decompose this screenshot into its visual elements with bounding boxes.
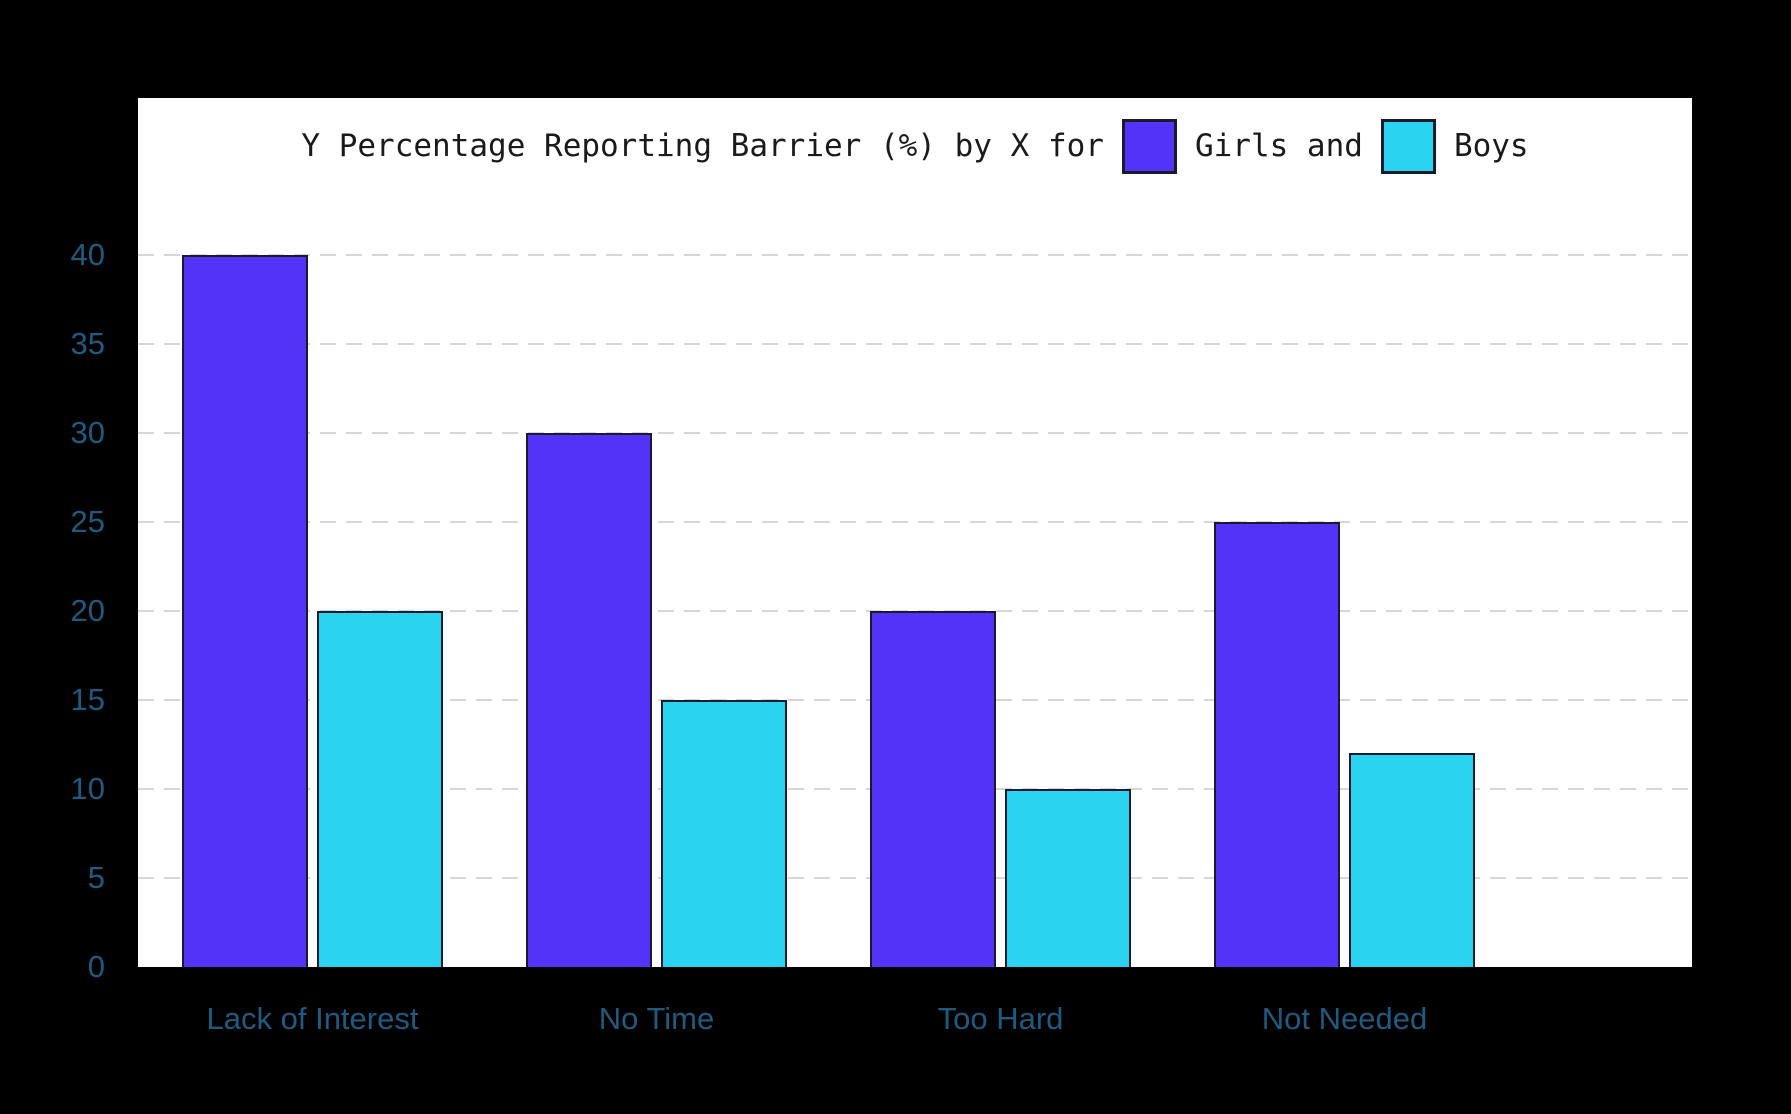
bar-girls-no-time xyxy=(526,433,652,967)
y-tick-label-20: 20 xyxy=(70,593,105,628)
gridline-35 xyxy=(138,343,1692,345)
x-axis: Lack of Interest No Time Too Hard Not Neede… xyxy=(0,992,1791,1042)
y-tick-label-0: 0 xyxy=(87,949,105,984)
y-tick-label-35: 35 xyxy=(70,326,105,361)
y-tick-label-10: 10 xyxy=(70,771,105,806)
chart-title-text: Y Percentage Reporting Barrier (%) by X … xyxy=(301,128,1104,164)
gridline-40 xyxy=(138,254,1692,256)
y-tick-label-5: 5 xyxy=(87,860,105,895)
bar-girls-not-needed xyxy=(1214,522,1340,967)
legend-label-boys: Boys xyxy=(1453,128,1529,164)
y-tick-label-25: 25 xyxy=(70,504,105,539)
bar-boys-no-time xyxy=(661,700,787,967)
x-tick-label-too-hard: Too Hard xyxy=(937,1001,1064,1036)
bar-girls-too-hard xyxy=(870,611,996,967)
legend-label-girls: Girls and xyxy=(1194,128,1363,164)
bar-boys-lack-of-interest xyxy=(317,611,443,967)
x-tick-label-lack-of-interest: Lack of Interest xyxy=(206,1001,419,1036)
y-tick-label-30: 30 xyxy=(70,415,105,450)
plot-area xyxy=(138,98,1692,971)
bar-boys-too-hard xyxy=(1005,789,1131,967)
x-tick-label-no-time: No Time xyxy=(598,1001,715,1036)
y-tick-label-15: 15 xyxy=(70,682,105,717)
gridline-30 xyxy=(138,432,1692,434)
legend-swatch-girls xyxy=(1121,118,1177,174)
y-tick-label-40: 40 xyxy=(70,237,105,272)
chart-title: Y Percentage Reporting Barrier (%) by X … xyxy=(138,110,1692,182)
x-tick-label-not-needed: Not Needed xyxy=(1261,1001,1428,1036)
y-axis: 0 5 10 15 20 25 30 35 40 xyxy=(0,98,105,984)
bar-boys-not-needed xyxy=(1349,753,1475,967)
gridline-25 xyxy=(138,521,1692,523)
legend-swatch-boys xyxy=(1380,118,1436,174)
bar-girls-lack-of-interest xyxy=(182,255,308,967)
